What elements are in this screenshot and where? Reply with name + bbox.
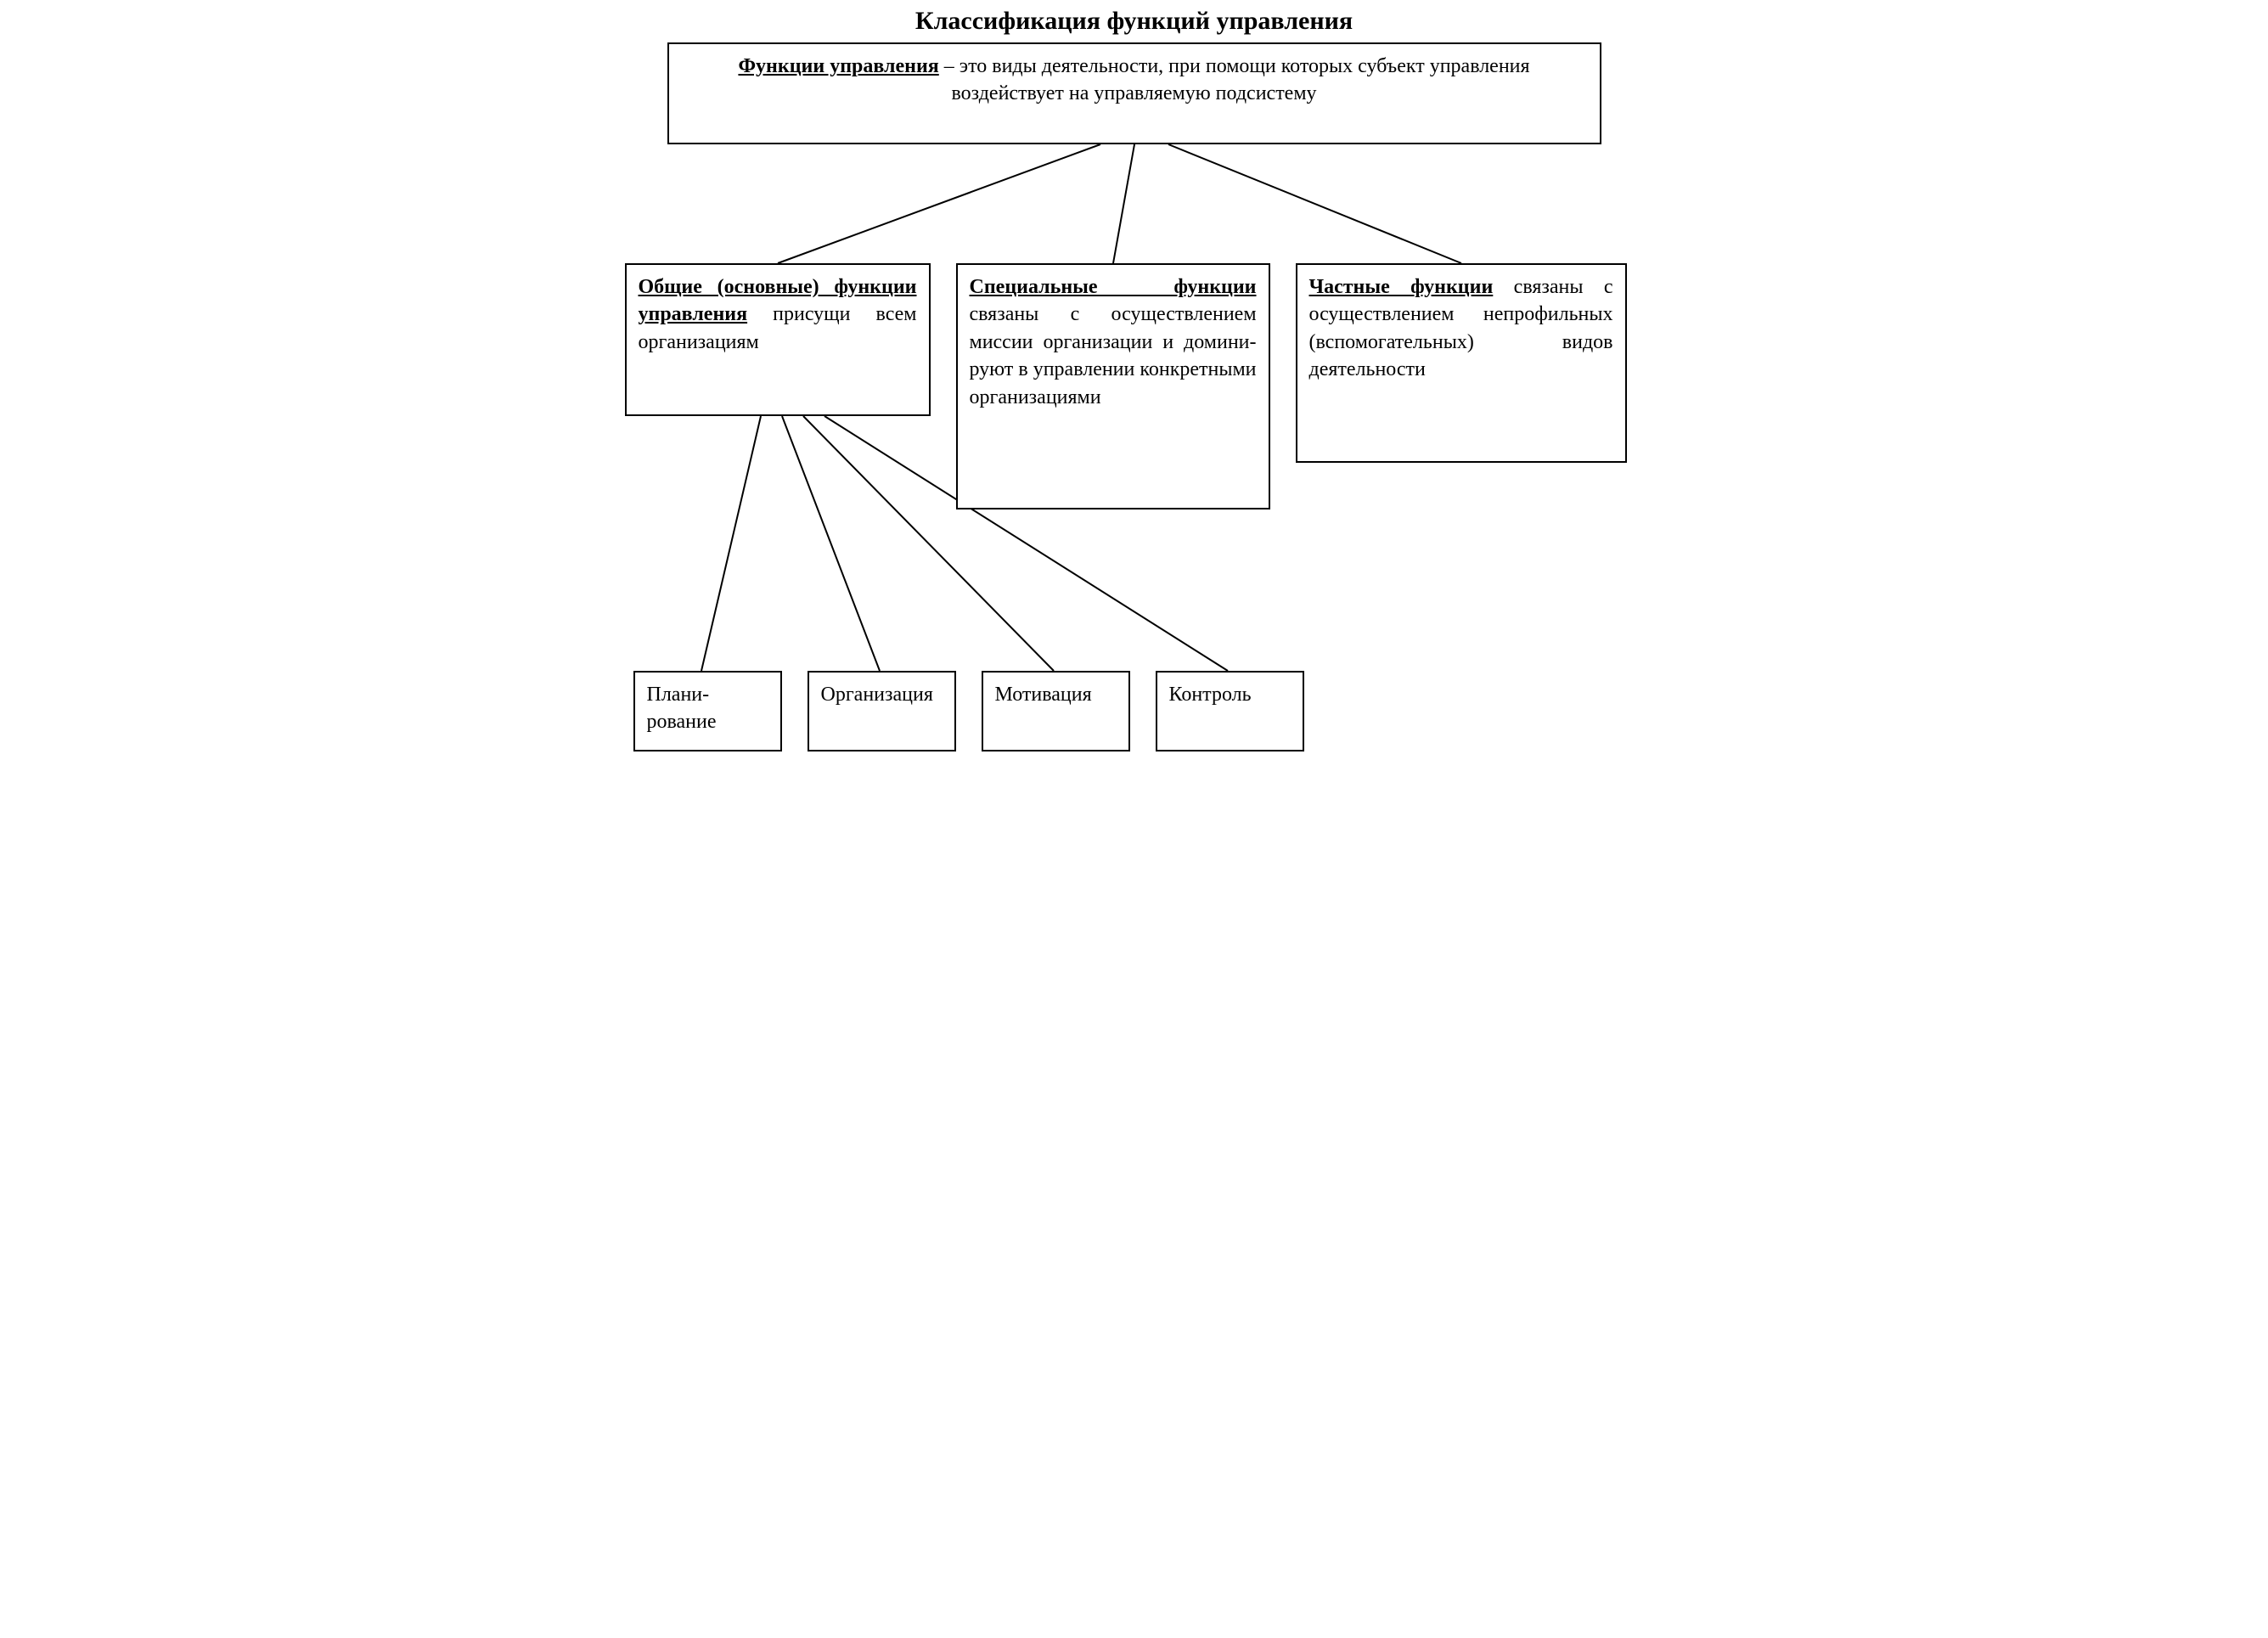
node-special-term: Специальные функ­ции	[970, 276, 1257, 298]
node-general: Общие (основные) функции управления прис…	[625, 263, 931, 416]
node-root-term: Функции управления	[738, 55, 938, 77]
node-special: Специальные функ­ции связаны с осуще­ств…	[956, 263, 1270, 509]
node-control-text: Контроль	[1169, 684, 1252, 706]
node-root-text: – это виды деятельности, при помощи ко­т…	[939, 55, 1530, 104]
node-private-term: Частные функции	[1309, 276, 1494, 298]
node-private: Частные функции свя­заны с осуществлени­…	[1296, 263, 1627, 463]
node-motiv: Мотивация	[982, 671, 1130, 751]
node-org-text: Организа­ция	[821, 684, 933, 706]
node-special-text: связаны с осуще­ствлением миссии ор­гани…	[970, 303, 1257, 408]
node-root: Функции управления – это виды деятельнос…	[667, 42, 1601, 144]
diagram-title: Классификация функций управления	[591, 7, 1678, 36]
node-plan: Плани­рование	[633, 671, 782, 751]
node-control: Контроль	[1156, 671, 1304, 751]
node-org: Организа­ция	[808, 671, 956, 751]
node-motiv-text: Мотивация	[995, 684, 1092, 706]
node-plan-text: Плани­рование	[647, 684, 717, 733]
